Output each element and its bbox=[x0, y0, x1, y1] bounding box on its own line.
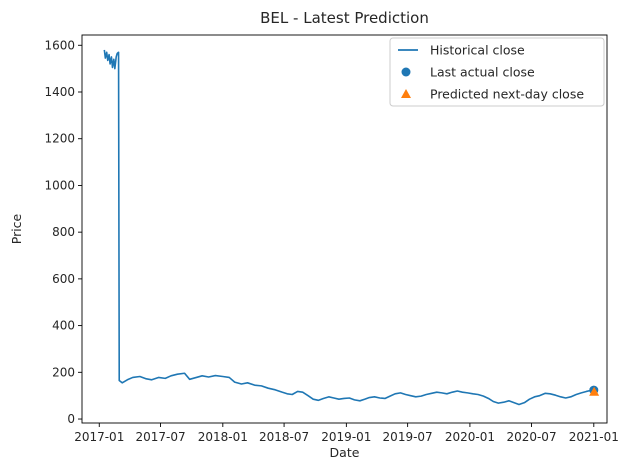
x-tick-label: 2021-01 bbox=[569, 430, 619, 444]
legend-label: Historical close bbox=[430, 43, 525, 58]
x-tick-label: 2017-01 bbox=[74, 430, 124, 444]
x-tick-label: 2019-07 bbox=[383, 430, 433, 444]
x-tick-label: 2017-07 bbox=[135, 430, 185, 444]
y-tick-label: 1200 bbox=[44, 132, 75, 146]
x-tick-label: 2018-07 bbox=[259, 430, 309, 444]
x-tick-label: 2020-01 bbox=[445, 430, 495, 444]
y-tick-label: 800 bbox=[52, 225, 75, 239]
y-tick-label: 0 bbox=[67, 412, 75, 426]
y-tick-label: 1000 bbox=[44, 178, 75, 192]
y-tick-label: 400 bbox=[52, 319, 75, 333]
legend-label: Predicted next-day close bbox=[430, 87, 584, 102]
legend-label: Last actual close bbox=[430, 65, 535, 80]
x-tick-label: 2020-07 bbox=[506, 430, 556, 444]
legend-swatch-predicted-next-day-close bbox=[401, 89, 411, 98]
y-axis-label: Price bbox=[9, 213, 24, 244]
series-line-historical-close bbox=[103, 49, 594, 406]
point-predicted-next-day-close bbox=[589, 386, 600, 396]
x-axis-label: Date bbox=[330, 445, 360, 460]
plot-frame bbox=[81, 34, 608, 424]
legend-swatch-last-actual-close bbox=[401, 67, 411, 77]
y-tick-label: 600 bbox=[52, 272, 75, 286]
y-tick-label: 1600 bbox=[44, 38, 75, 52]
legend: Historical close Last actual close Predict… bbox=[389, 37, 605, 107]
y-axis: 0 200 400 600 800 1000 1200 1400 1600 bbox=[44, 38, 82, 426]
x-tick-label: 2018-01 bbox=[198, 430, 248, 444]
x-tick-label: 2019-01 bbox=[321, 430, 371, 444]
y-tick-label: 1400 bbox=[44, 85, 75, 99]
legend-box bbox=[389, 37, 605, 107]
y-tick-label: 200 bbox=[52, 365, 75, 379]
chart-title: BEL - Latest Prediction bbox=[260, 9, 429, 27]
x-axis: 2017-01 2017-07 2018-01 2018-07 2019-01 2019-… bbox=[74, 423, 619, 444]
plot-area bbox=[103, 49, 600, 406]
